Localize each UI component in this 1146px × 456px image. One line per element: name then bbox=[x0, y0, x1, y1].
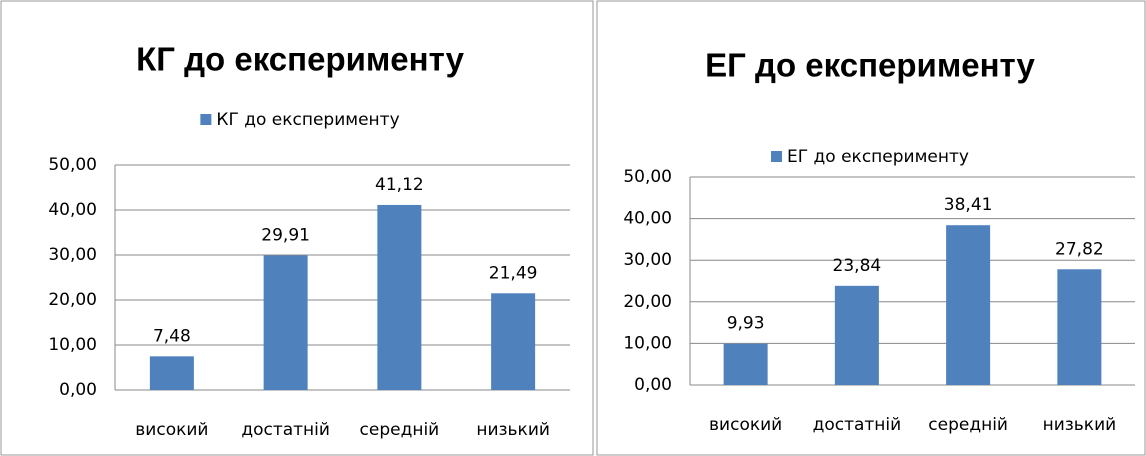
legend-swatch bbox=[771, 151, 783, 162]
y-tick-label: 50,00 bbox=[48, 155, 97, 175]
chart-title: КГ до експерименту bbox=[136, 41, 464, 78]
legend-label: ЕГ до експерименту bbox=[787, 147, 969, 167]
bar bbox=[263, 255, 308, 390]
y-tick-label: 30,00 bbox=[623, 250, 672, 270]
y-tick-label: 30,00 bbox=[48, 245, 97, 265]
bar bbox=[1057, 269, 1102, 385]
y-tick-label: 10,00 bbox=[623, 333, 672, 353]
y-tick-label: 20,00 bbox=[48, 290, 97, 310]
x-tick-label: достатній bbox=[241, 420, 330, 440]
data-label: 9,93 bbox=[727, 314, 765, 334]
x-tick-label: середній bbox=[360, 420, 440, 440]
data-label: 21,49 bbox=[489, 263, 538, 283]
y-tick-label: 50,00 bbox=[623, 167, 672, 187]
bar bbox=[491, 293, 536, 390]
y-tick-label: 20,00 bbox=[623, 292, 672, 312]
x-tick-label: низький bbox=[476, 420, 550, 440]
bar bbox=[946, 225, 991, 385]
y-tick-label: 0,00 bbox=[634, 375, 672, 395]
chart-title: ЕГ до експерименту bbox=[705, 47, 1035, 84]
data-label: 41,12 bbox=[375, 175, 424, 195]
legend-label: КГ до експерименту bbox=[216, 110, 399, 130]
x-tick-label: високий bbox=[709, 415, 782, 435]
x-tick-label: достатній bbox=[813, 415, 902, 435]
y-tick-label: 40,00 bbox=[623, 209, 672, 229]
data-label: 23,84 bbox=[833, 256, 882, 276]
data-label: 38,41 bbox=[944, 195, 993, 215]
data-label: 7,48 bbox=[153, 326, 191, 346]
bar bbox=[377, 204, 422, 390]
x-tick-label: високий bbox=[135, 420, 208, 440]
x-tick-label: низький bbox=[1043, 415, 1117, 435]
bar bbox=[149, 356, 194, 390]
bar bbox=[723, 343, 768, 385]
x-tick-label: середній bbox=[928, 415, 1008, 435]
y-tick-label: 0,00 bbox=[59, 380, 97, 400]
data-label: 27,82 bbox=[1055, 239, 1104, 259]
bar bbox=[834, 285, 879, 385]
data-label: 29,91 bbox=[261, 225, 310, 245]
y-tick-label: 40,00 bbox=[48, 200, 97, 220]
legend-swatch bbox=[200, 114, 212, 125]
y-tick-label: 10,00 bbox=[48, 335, 97, 355]
